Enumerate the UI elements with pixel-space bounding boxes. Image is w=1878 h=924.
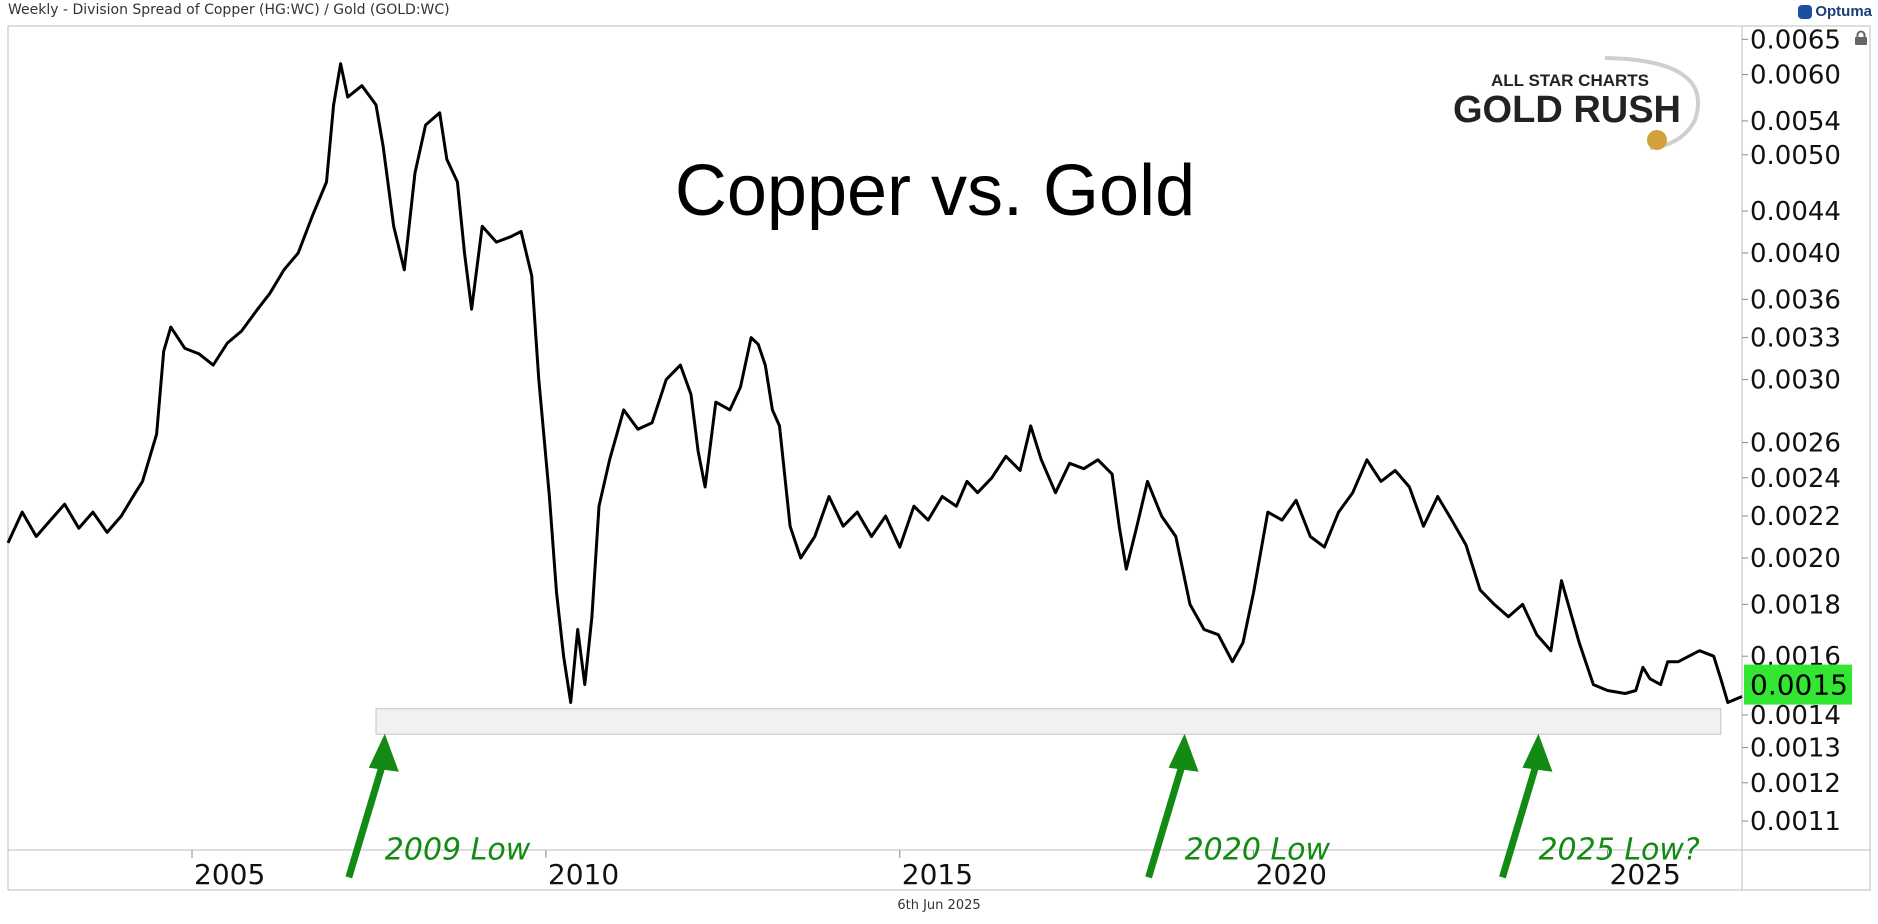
y-tick-label: 0.0044 (1750, 197, 1841, 227)
annotation-arrow (1499, 762, 1540, 879)
y-tick-label: 0.0011 (1750, 807, 1841, 837)
annotation-label: 2025 Low? (1538, 832, 1699, 867)
y-tick-label: 0.0026 (1750, 429, 1841, 459)
x-tick-label: 2010 (548, 858, 619, 891)
y-tick-label: 0.0050 (1750, 141, 1841, 171)
x-tick-label: 2020 (1256, 858, 1327, 891)
y-tick-label: 0.0014 (1750, 701, 1841, 731)
x-tick-label: 2015 (902, 858, 973, 891)
y-tick-label: 0.0012 (1750, 769, 1841, 799)
y-tick-label: 0.0033 (1750, 324, 1841, 354)
chart-title-header: Weekly - Division Spread of Copper (HG:W… (8, 2, 450, 18)
y-tick-label: 0.0013 (1750, 734, 1841, 764)
y-tick-label: 0.0030 (1750, 366, 1841, 396)
gold-rush-logo: ALL STAR CHARTS GOLD RUSH (1453, 56, 1701, 150)
chart-title: Copper vs. Gold (675, 151, 1195, 231)
optuma-logo-icon (1798, 4, 1813, 19)
y-tick-label: 0.0024 (1750, 464, 1841, 494)
annotation-arrow (345, 762, 387, 879)
annotation-arrow (1145, 762, 1186, 879)
series-line (6, 62, 1743, 704)
support-zone (375, 708, 1722, 735)
y-tick-label: 0.0018 (1750, 590, 1841, 620)
plot-frame (7, 25, 1871, 891)
annotation-arrowhead (1522, 733, 1553, 772)
last-value-label: 0.0015 (1750, 669, 1848, 702)
last-value-badge (1744, 664, 1852, 705)
logo-nugget (1647, 130, 1667, 150)
optuma-label: Optuma (1815, 3, 1872, 20)
y-tick-label: 0.0040 (1750, 239, 1841, 269)
annotation-label: 2020 Low (1185, 832, 1331, 867)
y-tick-label: 0.0022 (1750, 502, 1841, 532)
logo-line1: ALL STAR CHARTS (1491, 71, 1649, 90)
y-tick-label: 0.0054 (1750, 107, 1841, 137)
lock-icon[interactable] (1853, 30, 1869, 46)
footer-date: 6th Jun 2025 (897, 898, 981, 913)
x-tick-label: 2005 (194, 858, 265, 891)
y-tick-label: 0.0065 (1750, 25, 1841, 55)
y-tick-label: 0.0036 (1750, 285, 1841, 315)
annotation-arrowhead (368, 733, 399, 772)
y-tick-label: 0.0060 (1750, 61, 1841, 91)
y-tick-label: 0.0020 (1750, 544, 1841, 574)
logo-swoosh (1604, 56, 1701, 150)
x-tick-label: 2025 (1610, 858, 1681, 891)
annotation-arrowhead (1168, 733, 1199, 772)
optuma-brand: Optuma (1798, 3, 1872, 20)
annotation-label: 2009 Low (385, 832, 531, 867)
logo-line2: GOLD RUSH (1453, 89, 1681, 131)
